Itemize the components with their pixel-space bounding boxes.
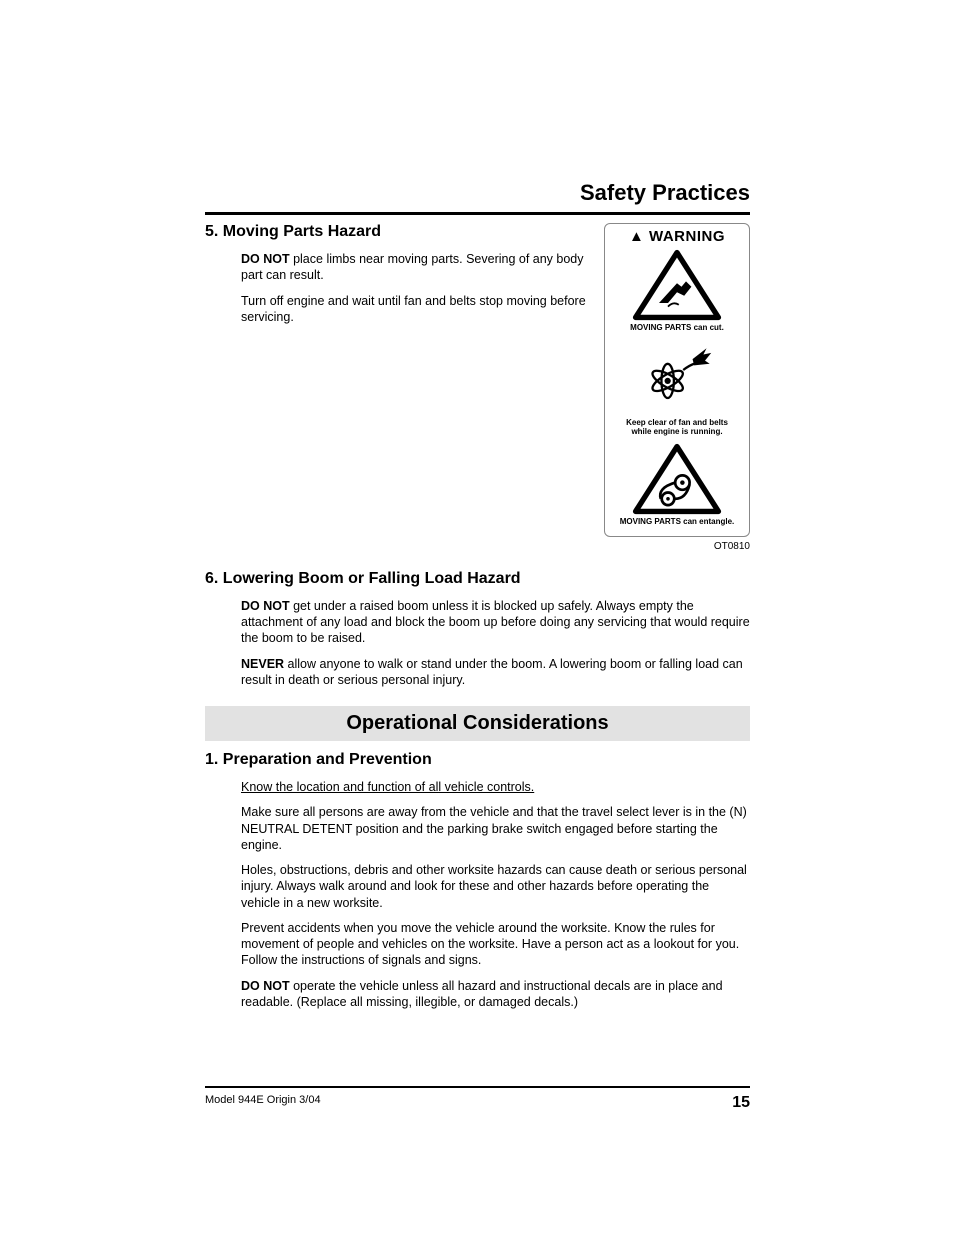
page-number: 15 [732, 1094, 750, 1112]
section-oc1-p4: Prevent accidents when you move the vehi… [241, 920, 750, 969]
alert-triangle-icon: ▲ [629, 228, 644, 245]
warning-label: ▲ WARNING MOVING PARTS can cut. [604, 223, 750, 537]
warning-label-ref: OT0810 [604, 541, 750, 552]
section-oc1-p5-rest: operate the vehicle unless all hazard an… [241, 979, 723, 1009]
header-rule [205, 212, 750, 215]
section-5-p2: Turn off engine and wait until fan and b… [241, 293, 590, 326]
do-not-label: DO NOT [241, 599, 290, 613]
warning-label-column: ▲ WARNING MOVING PARTS can cut. [604, 223, 750, 552]
do-not-label: DO NOT [241, 979, 290, 993]
page-header-title: Safety Practices [205, 180, 750, 206]
section-5-text-col: 5. Moving Parts Hazard DO NOT place limb… [205, 223, 590, 552]
warning-panel-2-caption: Keep clear of fan and belts while engine… [615, 418, 739, 436]
section-oc1-p2: Make sure all persons are away from the … [241, 804, 750, 853]
page-content: Safety Practices 5. Moving Parts Hazard … [205, 180, 750, 1019]
footer-row: Model 944E Origin 3/04 15 [205, 1094, 750, 1112]
warning-panel-2: Keep clear of fan and belts while engine… [615, 338, 739, 440]
section-5-p1: DO NOT place limbs near moving parts. Se… [241, 251, 590, 284]
section-oc1: 1. Preparation and Prevention Know the l… [205, 751, 750, 1010]
do-not-label: DO NOT [241, 252, 290, 266]
section-5-row: 5. Moving Parts Hazard DO NOT place limb… [205, 223, 750, 552]
entangle-hazard-icon [632, 443, 722, 515]
never-label: NEVER [241, 657, 284, 671]
section-6-p2-rest: allow anyone to walk or stand under the … [241, 657, 743, 687]
warning-panel-3: MOVING PARTS can entangle. [615, 443, 739, 530]
warning-panel-1-caption: MOVING PARTS can cut. [626, 323, 728, 332]
section-5-p1-rest: place limbs near moving parts. Severing … [241, 252, 584, 282]
section-5-heading: 5. Moving Parts Hazard [205, 223, 590, 241]
section-oc1-p5: DO NOT operate the vehicle unless all ha… [241, 978, 750, 1011]
section-6-p2: NEVER allow anyone to walk or stand unde… [241, 656, 750, 689]
page-footer: Model 944E Origin 3/04 15 [205, 1086, 750, 1112]
warning-panel-1: MOVING PARTS can cut. [615, 249, 739, 336]
section-oc1-heading: 1. Preparation and Prevention [205, 751, 750, 769]
warning-header: ▲ WARNING [629, 228, 725, 245]
warning-panel-3-caption: MOVING PARTS can entangle. [616, 517, 739, 526]
section-6: 6. Lowering Boom or Falling Load Hazard … [205, 570, 750, 688]
footer-left: Model 944E Origin 3/04 [205, 1094, 321, 1112]
warning-header-text: WARNING [649, 228, 725, 245]
section-oc1-p1: Know the location and function of all ve… [241, 779, 750, 795]
cut-hazard-icon [632, 249, 722, 321]
fan-hazard-icon [632, 338, 722, 416]
section-6-heading: 6. Lowering Boom or Falling Load Hazard [205, 570, 750, 588]
section-band-title: Operational Considerations [205, 706, 750, 741]
section-oc1-p3: Holes, obstructions, debris and other wo… [241, 862, 750, 911]
section-6-p1-rest: get under a raised boom unless it is blo… [241, 599, 750, 646]
section-6-p1: DO NOT get under a raised boom unless it… [241, 598, 750, 647]
footer-rule [205, 1086, 750, 1088]
